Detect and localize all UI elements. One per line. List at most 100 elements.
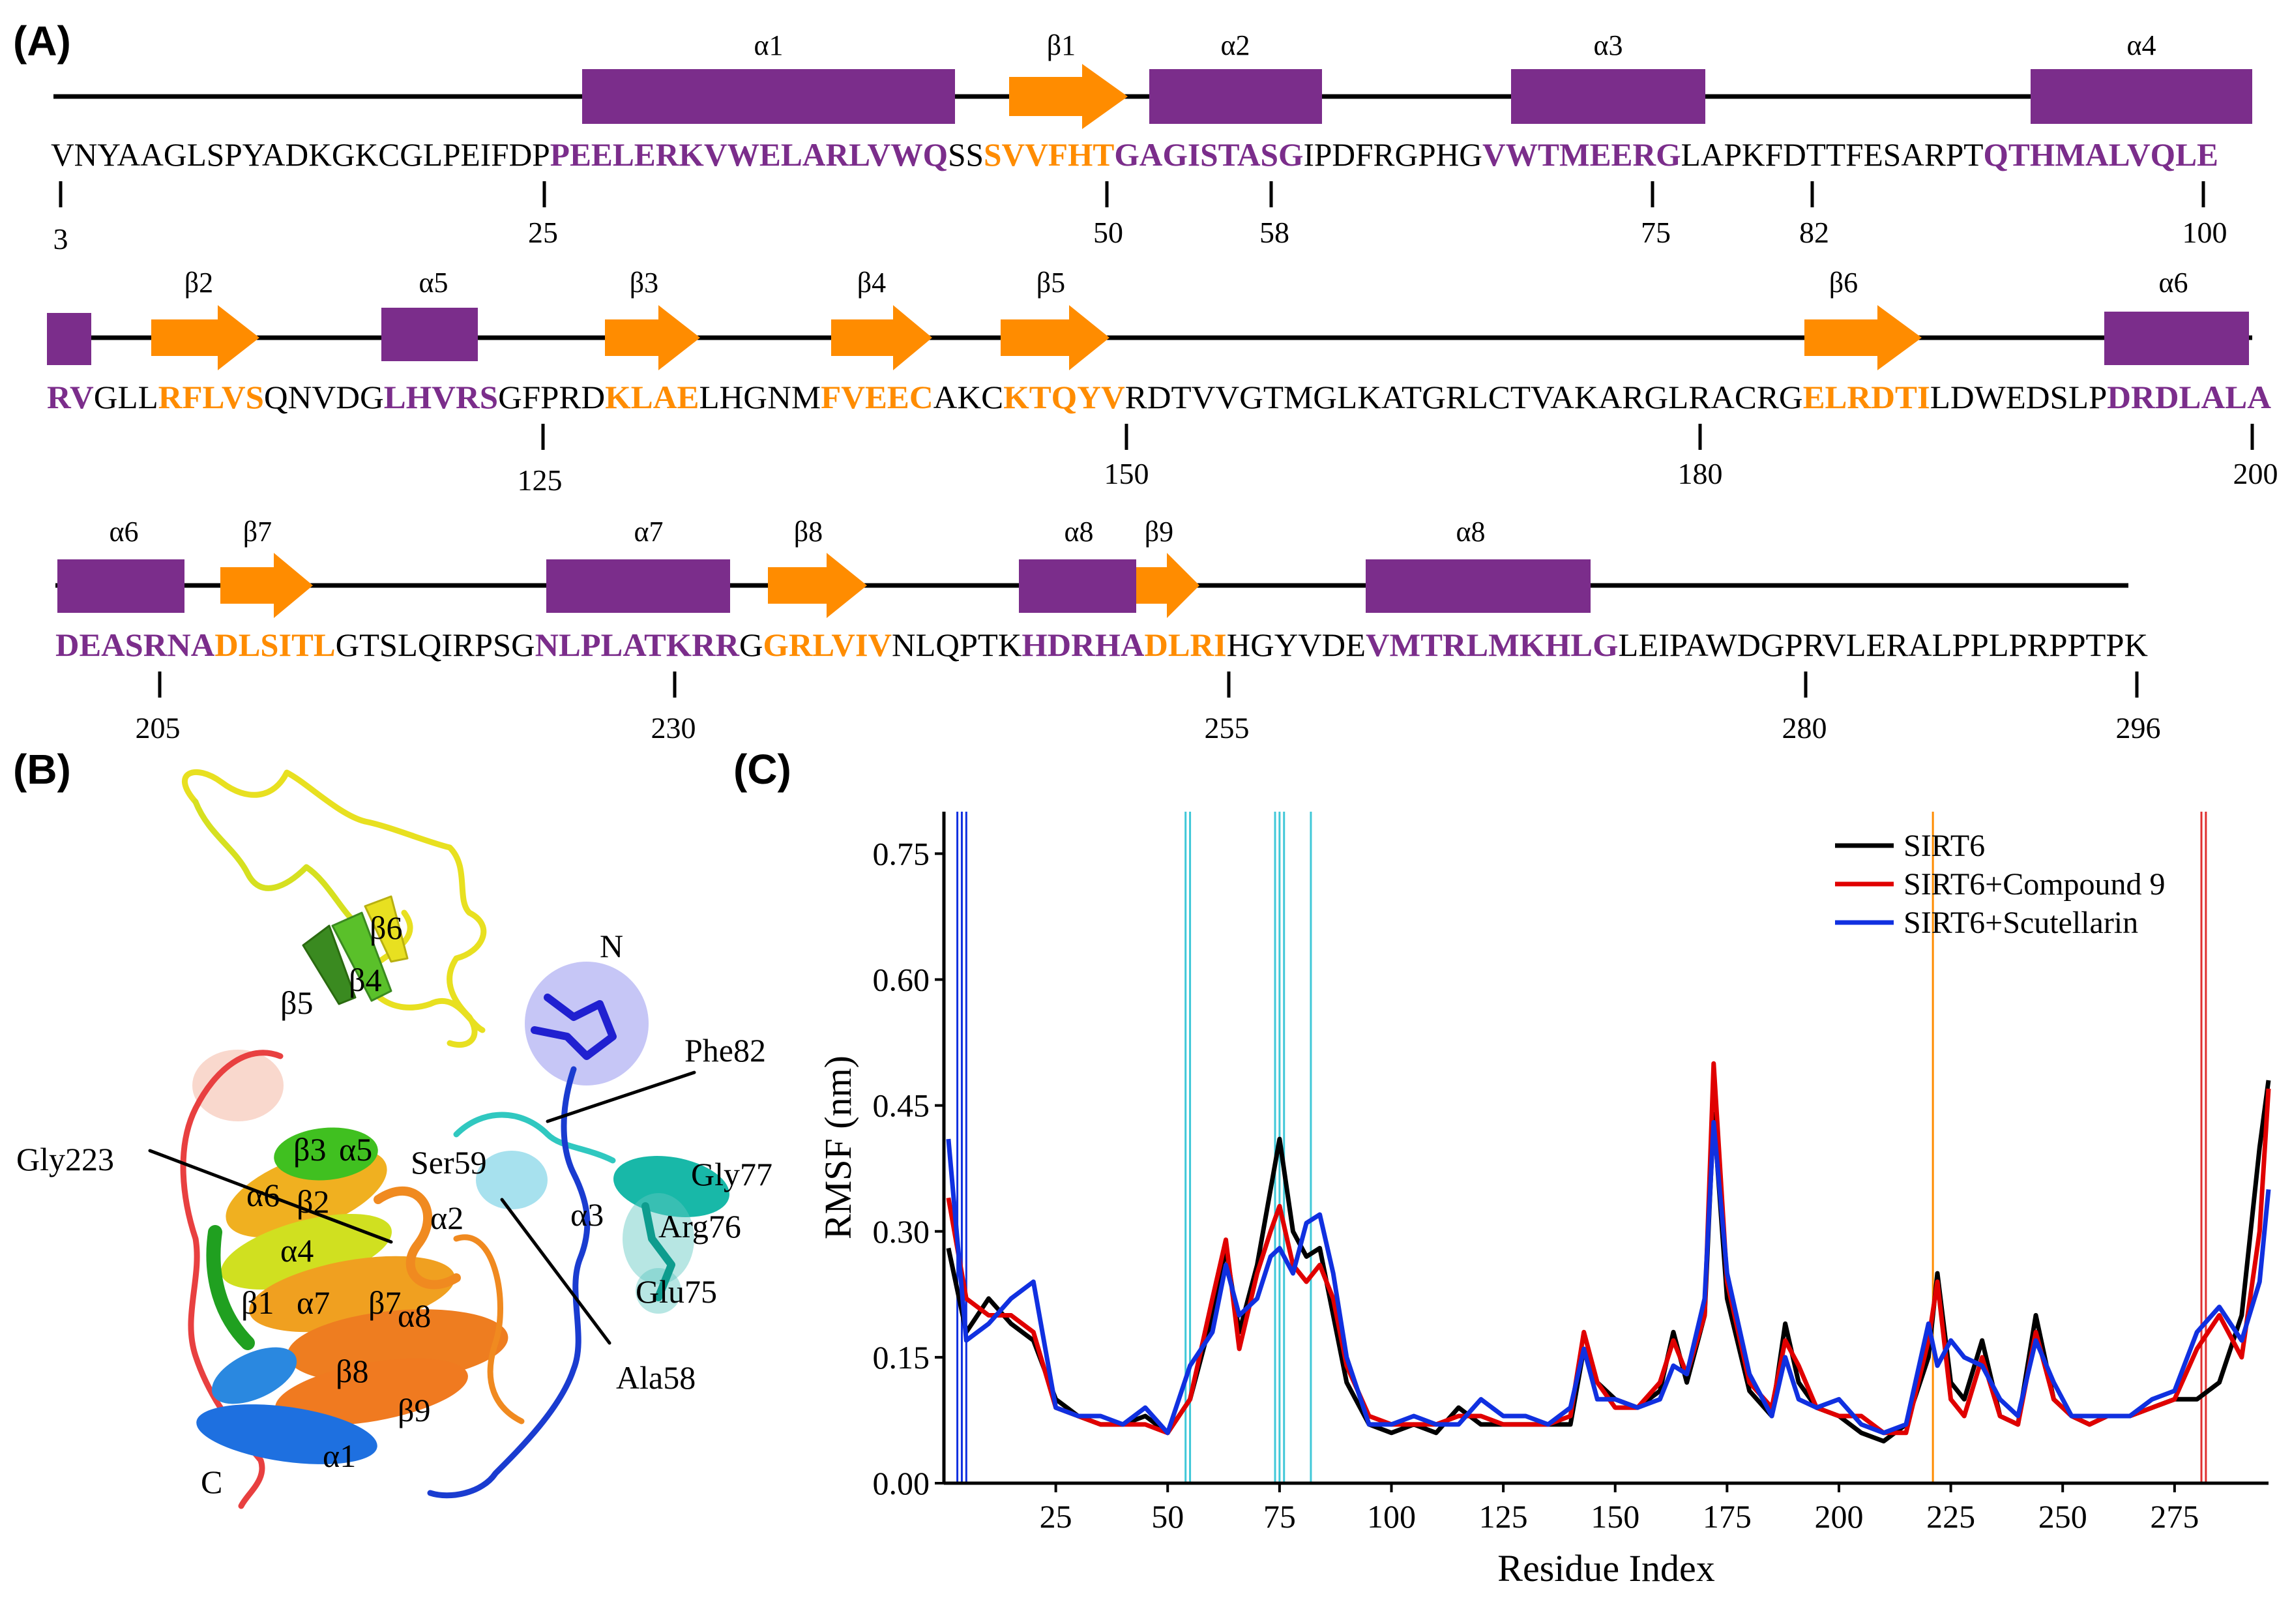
seq-segment-h: LHVRS bbox=[384, 379, 498, 415]
residue-number-3: 3 bbox=[53, 222, 68, 256]
protein-structure-panel: N C β6 β4 β5 β3 α5 α6 β2 α4 β1 α7 β7 α8 … bbox=[16, 769, 772, 1509]
seq-segment-h: HDRHA bbox=[1021, 627, 1144, 663]
seq-segment-c: LDWEDSLP bbox=[1930, 379, 2107, 415]
ss-label-a8-second: α8 bbox=[1456, 516, 1485, 548]
ligand-surface-left bbox=[192, 1050, 284, 1121]
seq-segment-h: GAGISTASG bbox=[1114, 136, 1303, 173]
x-tick-label: 275 bbox=[2150, 1498, 2199, 1535]
seq-segment-c: IPDFRGPHG bbox=[1303, 136, 1482, 173]
residue-number-296: 296 bbox=[2116, 711, 2161, 745]
seq-segment-c: NLQPTK bbox=[892, 627, 1021, 663]
legend-label-sirt6: SIRT6 bbox=[1903, 829, 1985, 863]
seq-segment-e: RFLVS bbox=[158, 379, 264, 415]
residue-number-200: 200 bbox=[2233, 457, 2278, 490]
y-tick-label: 0.60 bbox=[873, 962, 930, 998]
panel-label-c: (C) bbox=[733, 746, 791, 793]
seq-segment-c: G bbox=[739, 627, 763, 663]
y-tick-label: 0.45 bbox=[873, 1087, 930, 1124]
helix-a6-cont bbox=[57, 559, 184, 613]
x-tick-label: 125 bbox=[1479, 1498, 1528, 1535]
residue-number-280: 280 bbox=[1782, 711, 1827, 745]
label-phe82: Phe82 bbox=[684, 1032, 766, 1069]
label-a7: α7 bbox=[297, 1284, 330, 1321]
y-tick-label: 0.00 bbox=[873, 1465, 930, 1501]
seq-segment-e: SVVFHT bbox=[984, 136, 1114, 173]
ala58-pointer bbox=[500, 1198, 611, 1345]
seq-segment-h: DRDLALA bbox=[2107, 379, 2271, 415]
x-tick-label: 225 bbox=[1926, 1498, 1975, 1535]
seq-segment-c: QNVDG bbox=[264, 379, 384, 415]
label-b7: β7 bbox=[368, 1284, 401, 1321]
seq-segment-c: RDTVVGTMGLKATGRLCTVAKARGLRACRG bbox=[1125, 379, 1803, 415]
seq-segment-e: GRLVIV bbox=[763, 627, 892, 663]
residue-ticks-row-1 bbox=[59, 181, 2205, 207]
ss-label-b2: β2 bbox=[184, 267, 213, 299]
series-line-1 bbox=[946, 1061, 2271, 1436]
yellow-loop bbox=[181, 769, 487, 1048]
phe82-surface bbox=[525, 962, 649, 1085]
helix-a1 bbox=[582, 69, 955, 124]
seq-segment-c: GFPRD bbox=[498, 379, 605, 415]
residue-number-205: 205 bbox=[136, 711, 181, 745]
series-line-2 bbox=[946, 1119, 2271, 1436]
seq-segment-c: SS bbox=[948, 136, 984, 173]
label-gly223: Gly223 bbox=[16, 1141, 114, 1177]
label-b5: β5 bbox=[280, 984, 313, 1021]
sequence-row-3: DEASRNADLSITLGTSLQIRPSGNLPLATKRRGGRLVIVN… bbox=[55, 627, 2148, 663]
seq-segment-e: DLRI bbox=[1144, 627, 1226, 663]
residue-number-180: 180 bbox=[1678, 457, 1723, 490]
helix-a2 bbox=[1149, 69, 1322, 124]
panel-label-b: (B) bbox=[13, 746, 71, 793]
green-strand bbox=[206, 1225, 255, 1350]
seq-segment-e: KLAE bbox=[605, 379, 699, 415]
ss-label-b1: β1 bbox=[1047, 29, 1076, 61]
sequence-row-1: VNYAAGLSPYADKGKCGLPEIFDPPEELERKVWELARLVW… bbox=[51, 136, 2218, 173]
orange-loop bbox=[453, 1234, 525, 1425]
ala58-surface bbox=[476, 1151, 548, 1209]
helix-a4 bbox=[2031, 69, 2252, 124]
chart-series-lines bbox=[946, 1061, 2271, 1444]
seq-segment-c: HGYVDE bbox=[1227, 627, 1366, 663]
ss-label-b9: β9 bbox=[1145, 516, 1173, 548]
phe82-pointer bbox=[546, 1070, 696, 1123]
helix-a3 bbox=[1511, 69, 1705, 124]
x-tick-label: 75 bbox=[1263, 1498, 1296, 1535]
label-b1: β1 bbox=[241, 1284, 274, 1321]
strand-b5 bbox=[1001, 305, 1109, 370]
residue-number-150: 150 bbox=[1104, 457, 1149, 490]
ss-label-a2: α2 bbox=[1220, 29, 1250, 61]
residue-number-25: 25 bbox=[528, 216, 558, 249]
strand-b2 bbox=[151, 305, 259, 370]
y-tick-label: 0.15 bbox=[873, 1339, 930, 1376]
label-glu75: Glu75 bbox=[636, 1273, 717, 1310]
seq-segment-e: DLSITL bbox=[214, 627, 335, 663]
ss-label-b3: β3 bbox=[630, 267, 658, 299]
helix-a8-second bbox=[1366, 559, 1591, 613]
ss-label-a6: α6 bbox=[2158, 267, 2188, 299]
helix-a6 bbox=[2104, 312, 2249, 365]
seq-segment-e: FVEEC bbox=[821, 379, 933, 415]
label-a3: α3 bbox=[570, 1196, 604, 1233]
ss-label-b6: β6 bbox=[1829, 267, 1858, 299]
seq-segment-h: QTHMALVQLE bbox=[1983, 136, 2218, 173]
helix-a3-cartoon bbox=[613, 1156, 729, 1217]
label-n-term: N bbox=[600, 928, 623, 964]
cyan-loop bbox=[453, 1112, 616, 1164]
x-tick-label: 200 bbox=[1814, 1498, 1863, 1535]
chart-legend: SIRT6 SIRT6+Compound 9 SIRT6+Scutellarin bbox=[1835, 829, 2166, 940]
ss-label-a5: α5 bbox=[419, 267, 448, 299]
orange-helix-segment bbox=[374, 1187, 461, 1290]
helix-a8 bbox=[1019, 559, 1136, 613]
label-a2: α2 bbox=[430, 1200, 463, 1236]
seq-segment-h: VWTMEERG bbox=[1482, 136, 1681, 173]
label-c-term: C bbox=[201, 1464, 222, 1500]
strand-b5-cartoon bbox=[302, 924, 357, 1005]
strand-b1-cartoon bbox=[211, 1347, 297, 1404]
label-b2: β2 bbox=[297, 1183, 329, 1220]
helix-a4-cartoon bbox=[221, 1213, 392, 1290]
y-axis-title: RMSF (nm) bbox=[817, 1056, 859, 1239]
ss-label-a7: α7 bbox=[634, 516, 663, 548]
seq-segment-c: GLL bbox=[94, 379, 158, 415]
x-tick-label: 25 bbox=[1040, 1498, 1072, 1535]
residue-number-75: 75 bbox=[1641, 216, 1671, 249]
